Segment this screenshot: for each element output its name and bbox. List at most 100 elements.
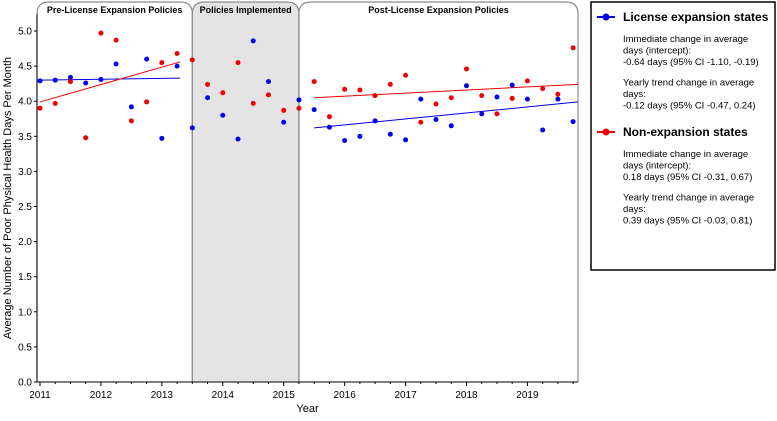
point-license-expansion-states <box>433 116 439 122</box>
point-license-expansion-states <box>464 83 470 89</box>
point-non-expansion-states <box>357 87 363 93</box>
point-license-expansion-states <box>98 76 104 82</box>
x-tick-label: 2012 <box>90 390 113 401</box>
point-non-expansion-states <box>189 57 195 63</box>
legend-note: 0.18 days (95% CI -0.31, 0.67) <box>623 172 752 183</box>
point-non-expansion-states <box>311 79 317 85</box>
point-license-expansion-states <box>265 79 271 85</box>
legend-box <box>590 1 776 271</box>
point-non-expansion-states <box>326 114 332 120</box>
y-tick-label: 2.0 <box>18 237 32 248</box>
legend-entry-license-expansion-states: License expansion states <box>623 10 769 24</box>
point-license-expansion-states <box>37 78 43 84</box>
legend-note: -0.12 days (95% CI -0.47, 0.24) <box>623 101 756 112</box>
legend-entry-non-expansion-states: Non-expansion states <box>623 125 748 139</box>
point-non-expansion-states <box>387 81 393 87</box>
point-non-expansion-states <box>448 95 454 101</box>
point-license-expansion-states <box>555 96 561 102</box>
point-license-expansion-states <box>205 95 211 101</box>
period-panel-post-license-expansion-policies <box>298 1 579 382</box>
legend: License expansion states Immediate change… <box>590 1 776 271</box>
legend-note: Immediate change in average <box>623 34 748 45</box>
legend-note: -0.64 days (95% CI -1.10, -0.19) <box>623 57 759 68</box>
y-tick-label: 3.5 <box>18 132 32 143</box>
trend-lines <box>39 61 579 129</box>
point-license-expansion-states <box>159 135 165 141</box>
legend-note: days: <box>623 204 646 215</box>
y-tick-label: 4.0 <box>18 97 32 108</box>
y-tick-label: 5.0 <box>18 27 32 38</box>
axes: 0.0 0.5 1.0 1.5 2.0 2.5 3.0 3.5 4.0 4.5 5.0 2011 201… <box>18 14 578 401</box>
point-license-expansion-states <box>67 74 73 80</box>
trend-line-non-expansion-states <box>39 61 181 103</box>
point-non-expansion-states <box>83 135 89 141</box>
legend-note: days: <box>623 89 646 100</box>
point-license-expansion-states <box>52 77 58 83</box>
point-non-expansion-states <box>281 107 287 113</box>
point-non-expansion-states <box>37 105 43 111</box>
point-non-expansion-states <box>67 79 73 85</box>
point-license-expansion-states <box>448 123 454 129</box>
y-tick-label: 0.5 <box>18 342 32 353</box>
point-license-expansion-states <box>113 61 119 67</box>
point-license-expansion-states <box>342 138 348 144</box>
period-panels: Pre-License Expansion Policies Policies I… <box>36 1 579 382</box>
point-license-expansion-states <box>509 82 515 88</box>
point-non-expansion-states <box>479 93 485 99</box>
point-non-expansion-states <box>570 45 576 51</box>
point-license-expansion-states <box>494 94 500 100</box>
point-license-expansion-states <box>128 104 134 110</box>
point-license-expansion-states <box>326 124 332 130</box>
point-non-expansion-states <box>540 86 546 92</box>
point-license-expansion-states <box>372 118 378 124</box>
x-tick-label: 2015 <box>273 390 296 401</box>
point-license-expansion-states <box>403 137 409 143</box>
point-license-expansion-states <box>479 111 485 117</box>
point-license-expansion-states <box>357 133 363 139</box>
point-license-expansion-states <box>540 127 546 133</box>
point-license-expansion-states <box>250 38 256 44</box>
period-title-post-license-expansion-policies: Post-License Expansion Policies <box>368 5 509 15</box>
data-points <box>37 30 576 144</box>
point-non-expansion-states <box>235 60 241 66</box>
period-title-policies-implemented: Policies Implemented <box>200 5 292 15</box>
point-license-expansion-states <box>311 107 317 113</box>
x-tick-label: 2018 <box>455 390 478 401</box>
point-non-expansion-states <box>220 90 226 96</box>
y-axis-label: Average Number of Poor Physical Health D… <box>2 57 14 339</box>
point-non-expansion-states <box>265 92 271 98</box>
point-non-expansion-states <box>205 81 211 87</box>
trend-line-license-expansion-states <box>314 101 579 129</box>
point-non-expansion-states <box>433 101 439 107</box>
point-non-expansion-states <box>372 93 378 99</box>
point-license-expansion-states <box>387 131 393 137</box>
period-panel-policies-implemented <box>191 1 300 382</box>
y-tick-label: 2.5 <box>18 202 32 213</box>
legend-swatch-marker <box>602 128 610 136</box>
point-license-expansion-states <box>524 96 530 102</box>
legend-note: Immediate change in average <box>623 149 748 160</box>
point-license-expansion-states <box>570 119 576 125</box>
point-non-expansion-states <box>342 86 348 92</box>
legend-note: Yearly trend change in average <box>623 78 754 89</box>
point-non-expansion-states <box>52 100 58 106</box>
legend-note: 0.39 days (95% CI -0.03, 0.81) <box>623 216 752 227</box>
x-tick-label: 2013 <box>151 390 174 401</box>
y-tick-label: 4.5 <box>18 62 32 73</box>
legend-swatch-marker <box>602 13 610 21</box>
point-license-expansion-states <box>220 112 226 118</box>
point-license-expansion-states <box>296 97 302 103</box>
point-non-expansion-states <box>174 51 180 56</box>
period-title-pre-license-expansion-policies: Pre-License Expansion Policies <box>47 5 183 15</box>
point-non-expansion-states <box>128 118 134 124</box>
point-non-expansion-states <box>296 105 302 111</box>
point-non-expansion-states <box>418 119 424 125</box>
y-tick-label: 0.0 <box>18 378 32 389</box>
point-non-expansion-states <box>509 95 515 101</box>
point-non-expansion-states <box>494 111 500 117</box>
point-license-expansion-states <box>144 56 150 62</box>
x-tick-label: 2014 <box>212 390 235 401</box>
point-non-expansion-states <box>144 99 150 105</box>
point-license-expansion-states <box>189 125 195 131</box>
y-tick-label: 1.0 <box>18 307 32 318</box>
